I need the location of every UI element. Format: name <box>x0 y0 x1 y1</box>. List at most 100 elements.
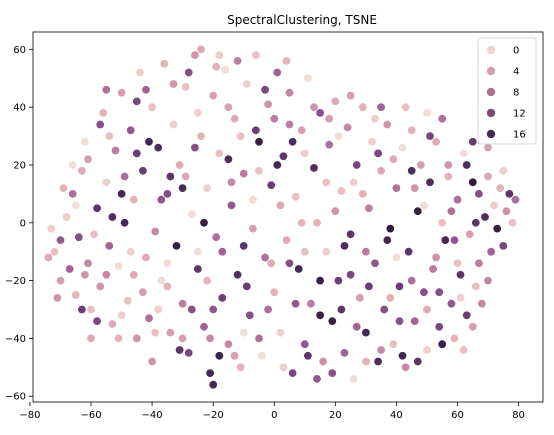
scatter-point <box>312 374 322 384</box>
scatter-point <box>468 322 478 332</box>
scatter-point <box>196 44 206 54</box>
scatter-point <box>123 296 133 306</box>
scatter-point <box>193 264 203 274</box>
y-tick-label: 40 <box>13 103 26 114</box>
scatter-point <box>468 177 478 187</box>
scatter-point <box>428 264 438 274</box>
scatter-point <box>193 108 203 118</box>
scatter-point <box>504 189 514 199</box>
scatter-point <box>471 281 481 291</box>
scatter-point <box>58 183 68 193</box>
scatter-point <box>297 125 307 135</box>
scatter-point <box>468 137 478 147</box>
scatter-point <box>236 131 246 141</box>
scatter-point <box>401 102 411 112</box>
scatter-point <box>330 206 340 216</box>
scatter-point <box>275 328 285 338</box>
scatter-point <box>208 304 218 314</box>
scatter-point <box>477 299 487 309</box>
scatter-point <box>86 333 96 343</box>
scatter-point <box>352 160 362 170</box>
scatter-point <box>165 328 175 338</box>
scatter-point <box>251 50 261 60</box>
scatter-point <box>315 108 325 118</box>
scatter-point <box>263 304 273 314</box>
scatter-point <box>352 322 362 332</box>
scatter-point <box>459 148 469 158</box>
scatter-point <box>175 345 185 355</box>
scatter-point <box>437 339 447 349</box>
x-tick-label: 20 <box>329 410 342 421</box>
scatter-point <box>101 270 111 280</box>
scatter-point <box>327 368 337 378</box>
scatter-point <box>376 166 386 176</box>
scatter-point <box>364 203 374 213</box>
scatter-point <box>254 333 264 343</box>
scatter-point <box>327 316 337 326</box>
scatter-point <box>443 172 453 182</box>
x-tick-label: 80 <box>512 410 525 421</box>
scatter-point <box>220 65 230 75</box>
scatter-point <box>74 232 84 242</box>
scatter-point <box>269 287 279 297</box>
scatter-point <box>407 276 417 286</box>
scatter-point <box>394 316 404 326</box>
legend-marker <box>486 87 496 97</box>
y-tick-label: 0 <box>20 218 26 229</box>
scatter-point <box>227 177 237 187</box>
scatter-point <box>330 96 340 106</box>
scatter-point <box>172 241 182 251</box>
scatter-point <box>278 362 288 372</box>
scatter-point <box>147 356 157 366</box>
scatter-point <box>343 122 353 132</box>
scatter-point <box>425 131 435 141</box>
scatter-point <box>269 114 279 124</box>
scatter-point <box>459 345 469 355</box>
scatter-point <box>223 339 233 349</box>
scatter-point <box>376 102 386 112</box>
scatter-point <box>92 316 102 326</box>
scatter-point <box>245 310 255 320</box>
y-axis: −60 −40 −20 0 20 40 60 <box>5 45 33 403</box>
scatter-point <box>275 200 285 210</box>
scatter-point <box>324 114 334 124</box>
scatter-point <box>489 200 499 210</box>
scatter-point <box>117 189 127 199</box>
scatter-point <box>498 166 508 176</box>
scatter-point <box>65 264 75 274</box>
scatter-point <box>153 143 163 153</box>
scatter-point <box>214 148 224 158</box>
scatter-point <box>236 362 246 372</box>
scatter-point <box>471 218 481 228</box>
scatter-point <box>452 258 462 268</box>
scatter-point <box>263 99 273 109</box>
chart-title: SpectralClustering, TSNE <box>227 13 377 27</box>
scatter-point <box>416 160 426 170</box>
scatter-point <box>272 68 282 78</box>
scatter-point <box>83 258 93 268</box>
scatter-point <box>498 241 508 251</box>
scatter-point <box>104 241 114 251</box>
scatter-point <box>315 276 325 286</box>
scatter-point <box>126 125 136 135</box>
scatter-point <box>437 114 447 124</box>
scatter-point <box>480 212 490 222</box>
scatter-point <box>260 85 270 95</box>
scatter-point <box>336 304 346 314</box>
scatter-point <box>202 276 212 286</box>
scatter-point <box>465 229 475 239</box>
scatter-point <box>446 299 456 309</box>
scatter-point <box>126 247 136 257</box>
scatter-point <box>455 270 465 280</box>
x-tick-label: −60 <box>80 410 101 421</box>
scatter-point <box>199 322 209 332</box>
scatter-point <box>486 247 496 257</box>
scatter-point <box>401 362 411 372</box>
scatter-point <box>43 253 53 263</box>
scatter-point <box>391 253 401 263</box>
scatter-point <box>169 120 179 130</box>
scatter-point <box>358 189 368 199</box>
legend-label: 12 <box>513 109 526 120</box>
scatter-point <box>77 166 87 176</box>
scatter-point <box>214 50 224 60</box>
